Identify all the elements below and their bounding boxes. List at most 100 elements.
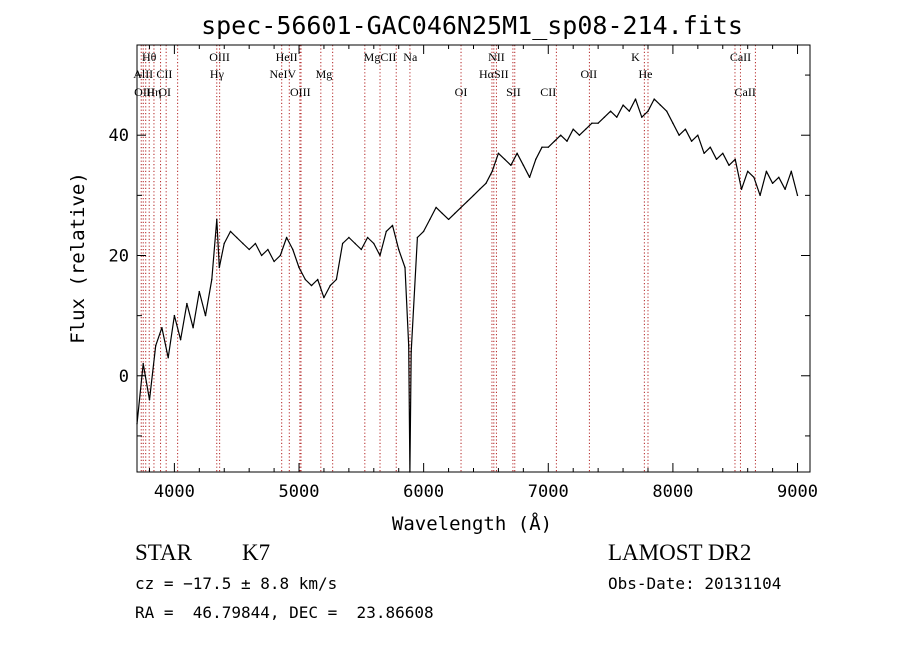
spectrum-point <box>722 152 724 154</box>
x-axis-label: Wavelength (Å) <box>392 512 552 535</box>
spectrum-point <box>416 236 419 239</box>
spectrum-point <box>778 176 780 178</box>
spectrum-point <box>216 218 218 221</box>
spectrum-point <box>628 110 630 112</box>
spectral-line-label: AlII <box>133 67 153 81</box>
spectrum-point <box>510 164 512 166</box>
spectrum-point <box>609 110 612 112</box>
spectrum-point <box>672 122 674 124</box>
spectrum-point <box>497 152 500 154</box>
spectrum-point <box>566 140 568 142</box>
plot-frame <box>136 44 811 473</box>
spectrum-point <box>398 248 400 251</box>
spectrum-point <box>341 242 344 245</box>
spectrum-point <box>485 182 487 184</box>
spectrum-point <box>572 128 574 130</box>
spectrum-point <box>254 242 257 245</box>
survey-label: LAMOST DR2 <box>608 540 752 565</box>
spectrum-point <box>422 230 425 233</box>
y-axis-label: Flux (relative) <box>67 172 89 344</box>
spectral-line-label: CII <box>156 67 172 81</box>
spectrum-point <box>460 206 462 209</box>
spectrum-point <box>466 200 468 203</box>
spectrum-point <box>211 278 213 281</box>
spectral-line-label: MgCII <box>364 50 397 64</box>
spectrum-point <box>472 194 475 197</box>
spectrum-point <box>391 224 394 227</box>
spectral-line-label: OIII <box>134 85 155 99</box>
spectrum-point <box>260 254 263 257</box>
spectrum-point <box>653 98 655 100</box>
spectrum-point <box>285 236 288 239</box>
spectrum-point <box>715 158 718 160</box>
spectral-line-label: OIII <box>290 85 311 99</box>
spectrum-point <box>148 399 151 401</box>
spectrum-point <box>447 218 450 221</box>
spectrum-point <box>373 242 375 245</box>
spectrum-point <box>236 236 238 239</box>
coordinates-text: RA = 46.79844, DEC = 23.86608 <box>135 603 434 622</box>
y-axis: 0 20 40 <box>109 74 810 437</box>
x-tick-label: 6000 <box>403 482 444 502</box>
spectrum-point <box>690 140 693 142</box>
spectrum-point <box>167 357 169 359</box>
spectral-line-label: OI <box>455 85 468 99</box>
spectrum-point <box>666 110 668 112</box>
chart-title: spec-56601-GAC046N25M1_sp08-214.fits <box>201 11 743 40</box>
spectrum-point <box>218 266 220 269</box>
spectrum-point <box>634 98 637 100</box>
spectrum-point <box>267 248 269 251</box>
y-tick-label: 40 <box>109 126 129 146</box>
redshift-text: cz = −17.5 ± 8.8 km/s <box>135 574 338 593</box>
x-tick-label: 5000 <box>279 482 320 502</box>
spectrum-point <box>641 116 643 118</box>
spectrum-point <box>204 314 207 317</box>
spectrum-point <box>504 158 506 160</box>
spectrum-point <box>622 104 624 106</box>
spectral-line-label: NeIV <box>269 67 296 81</box>
marker-labels: HθAlIIOIIIHηCIIOIOIIIHγHeIINeIVOIIIMgMgC… <box>133 50 756 99</box>
spectrum-point <box>709 146 711 148</box>
x-tick-label: 7000 <box>528 482 569 502</box>
spectrum-point <box>491 170 493 172</box>
spectrum-point <box>408 345 410 347</box>
spectrum-point <box>547 146 549 148</box>
spectrum-point <box>198 290 200 293</box>
x-tick-label: 9000 <box>777 482 818 502</box>
spectrum-line <box>136 98 799 473</box>
spectrum-point <box>659 104 662 106</box>
spectrum-point <box>790 170 792 172</box>
spectral-line-label: K <box>631 50 640 64</box>
spectrum-point <box>223 242 225 245</box>
spectrum-point <box>142 363 144 365</box>
spectrum-point <box>348 236 350 239</box>
spectrum-point <box>535 158 537 160</box>
spectral-line-label: CaII <box>730 50 751 64</box>
spectral-line-label: OII <box>580 67 597 81</box>
y-tick-label: 0 <box>119 367 129 387</box>
spectrum-point <box>441 212 443 215</box>
spectrum-point <box>616 116 618 118</box>
spectrum-point <box>273 260 275 263</box>
spectral-line-label: He <box>639 67 653 81</box>
star-class-label: STAR <box>135 540 192 565</box>
spectrum-point <box>560 134 562 136</box>
spectral-line-label: CII <box>540 85 556 99</box>
spectrum-point <box>647 110 649 112</box>
spectral-line-label: NII <box>488 50 505 64</box>
spectral-line-label: SII <box>506 85 521 99</box>
spectrum-point <box>678 134 680 136</box>
spectral-line-label: Mg <box>316 67 333 81</box>
spectrum-point <box>161 327 163 329</box>
spectrum-point <box>454 212 456 215</box>
spectrum-point <box>179 339 182 341</box>
spectrum-point <box>553 140 556 142</box>
spectral-line-label: Hη <box>146 85 161 99</box>
spectrum-point <box>323 296 325 299</box>
spectrum-point <box>155 345 157 347</box>
spectrum-point <box>585 128 587 130</box>
spectrum-point <box>479 188 481 190</box>
spectrum-point <box>335 278 338 281</box>
spectrum-point <box>591 122 593 124</box>
spectrum-point <box>747 170 749 172</box>
